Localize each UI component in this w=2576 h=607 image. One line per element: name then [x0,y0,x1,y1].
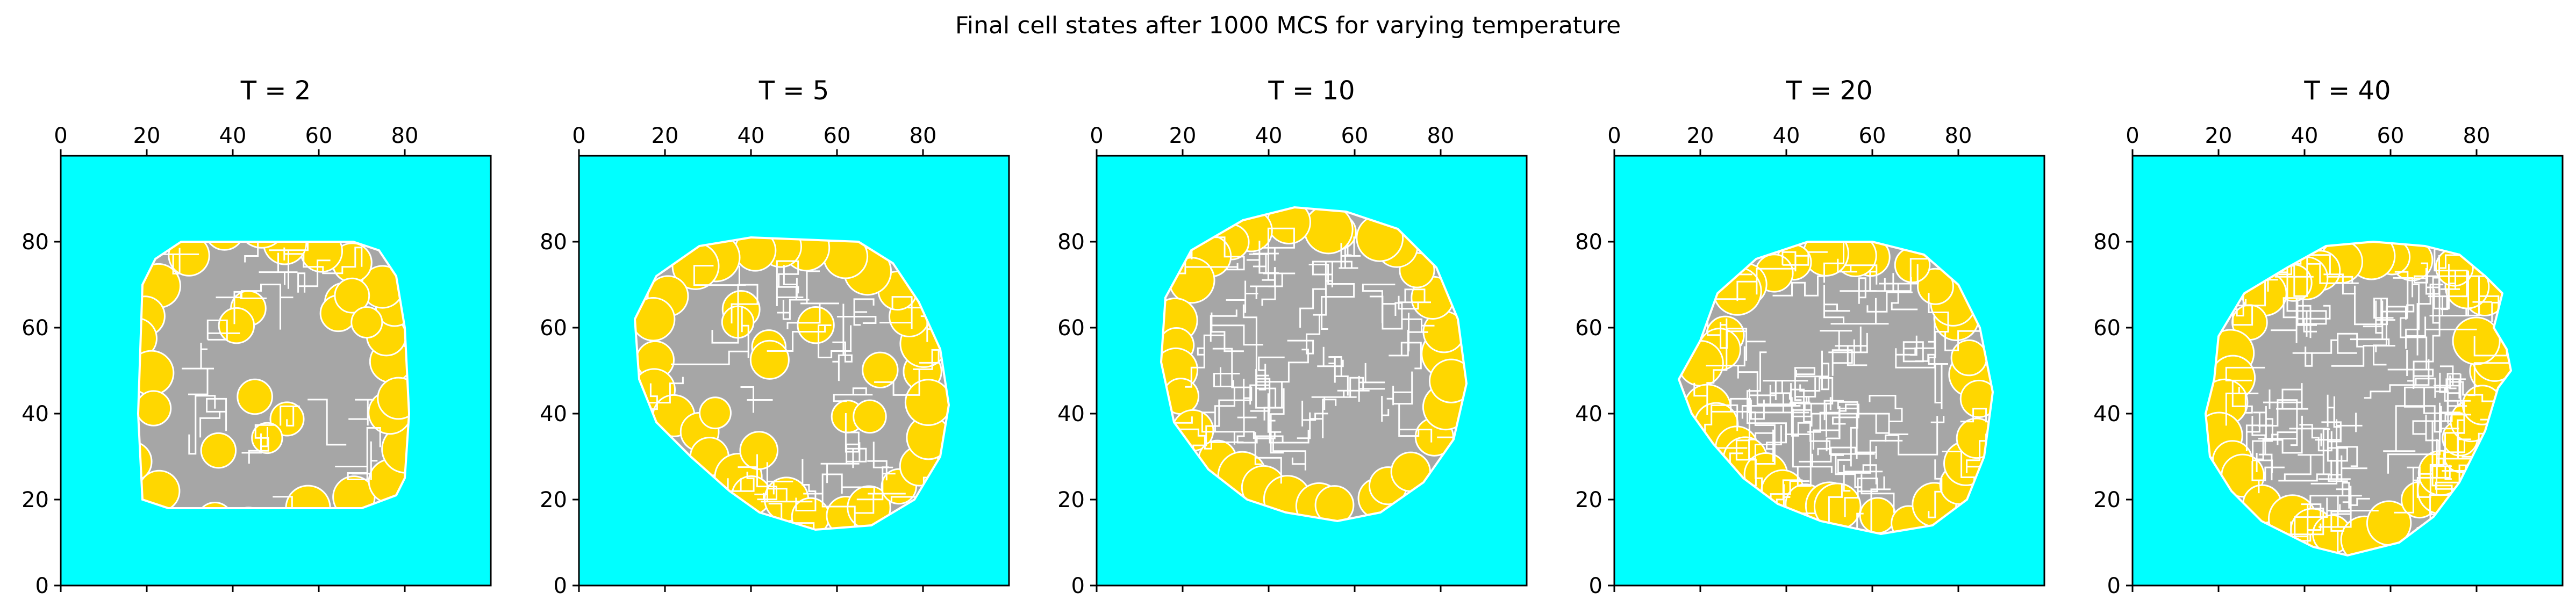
panel-1: T = 2 0 20 40 60 80 0 20 40 60 80 [22,76,492,598]
x-tick-label: 80 [391,124,419,148]
x-tick-label: 60 [1341,124,1369,148]
y-tick-label: 60 [1575,316,1602,341]
y-tick-label: 20 [2093,488,2121,512]
y-tick-label: 40 [540,402,567,427]
cluster-outline [2204,240,2513,557]
axes-frame [578,155,1010,587]
panel-5: T = 40 0 20 40 60 80 0 20 40 60 80 [2093,76,2564,598]
y-tick-label: 60 [1057,316,1085,341]
x-tick-label: 40 [219,124,247,148]
panel-title: T = 40 [2303,76,2391,106]
axes-frame [60,155,492,587]
y-tick-label: 0 [35,574,49,598]
x-tick-label: 60 [2377,124,2405,148]
x-tick-label: 0 [1090,124,1103,148]
x-tick-label: 40 [738,124,765,148]
x-tick-label: 20 [133,124,161,148]
x-tick-label: 20 [652,124,679,148]
x-tick-label: 0 [1607,124,1621,148]
panel-title: T = 10 [1268,76,1355,106]
cell-texture [1679,242,1993,534]
figure-title: Final cell states after 1000 MCS for var… [955,12,1621,39]
y-tick-label: 80 [22,230,49,255]
y-tick-label: 40 [1057,402,1085,427]
axes-frame [1613,155,2045,587]
cell-texture [635,237,949,530]
y-tick-label: 40 [22,402,49,427]
axes-frame [2131,155,2564,587]
panel-2: T = 5 0 20 40 60 80 0 20 40 60 80 [540,76,1010,598]
x-tick-label: 0 [572,124,585,148]
y-tick-label: 80 [1057,230,1085,255]
y-tick-label: 0 [1071,574,1085,598]
axes-frame [1096,155,1528,587]
cluster-outline [1160,206,1468,523]
y-tick-label: 60 [540,316,567,341]
x-tick-label: 40 [1773,124,1800,148]
y-tick-label: 40 [2093,402,2121,427]
panel-title: T = 20 [1785,76,1872,106]
panel-title: T = 2 [240,76,311,106]
y-tick-label: 80 [2093,230,2121,255]
x-tick-label: 40 [1255,124,1283,148]
y-tick-label: 0 [1589,574,1602,598]
y-tick-label: 60 [22,316,49,341]
x-tick-label: 40 [2291,124,2319,148]
x-tick-label: 80 [1427,124,1455,148]
y-tick-label: 20 [1575,488,1602,512]
x-tick-label: 20 [2205,124,2232,148]
y-tick-label: 0 [2107,574,2121,598]
x-tick-label: 60 [824,124,851,148]
y-tick-label: 60 [2093,316,2121,341]
y-tick-label: 20 [1057,488,1085,512]
panel-title: T = 5 [759,76,829,106]
x-tick-label: 80 [910,124,937,148]
x-tick-label: 60 [305,124,333,148]
x-tick-label: 0 [54,124,67,148]
cluster-outline [137,241,411,509]
panel-4: T = 20 0 20 40 60 80 0 20 40 60 80 [1575,76,2045,598]
x-tick-label: 80 [2463,124,2491,148]
panel-3: T = 10 0 20 40 60 80 0 20 40 60 80 [1057,76,1528,598]
cluster-outline [633,236,950,531]
x-tick-label: 20 [1169,124,1197,148]
x-tick-label: 80 [1945,124,1972,148]
y-tick-label: 0 [554,574,567,598]
y-tick-label: 20 [22,488,49,512]
y-tick-label: 40 [1575,402,1602,427]
x-tick-label: 0 [2126,124,2139,148]
x-tick-label: 20 [1687,124,1714,148]
cluster-outline [1677,241,1994,536]
x-tick-label: 60 [1859,124,1886,148]
y-tick-label: 80 [540,230,567,255]
y-tick-label: 20 [540,488,567,512]
y-tick-label: 80 [1575,230,1602,255]
